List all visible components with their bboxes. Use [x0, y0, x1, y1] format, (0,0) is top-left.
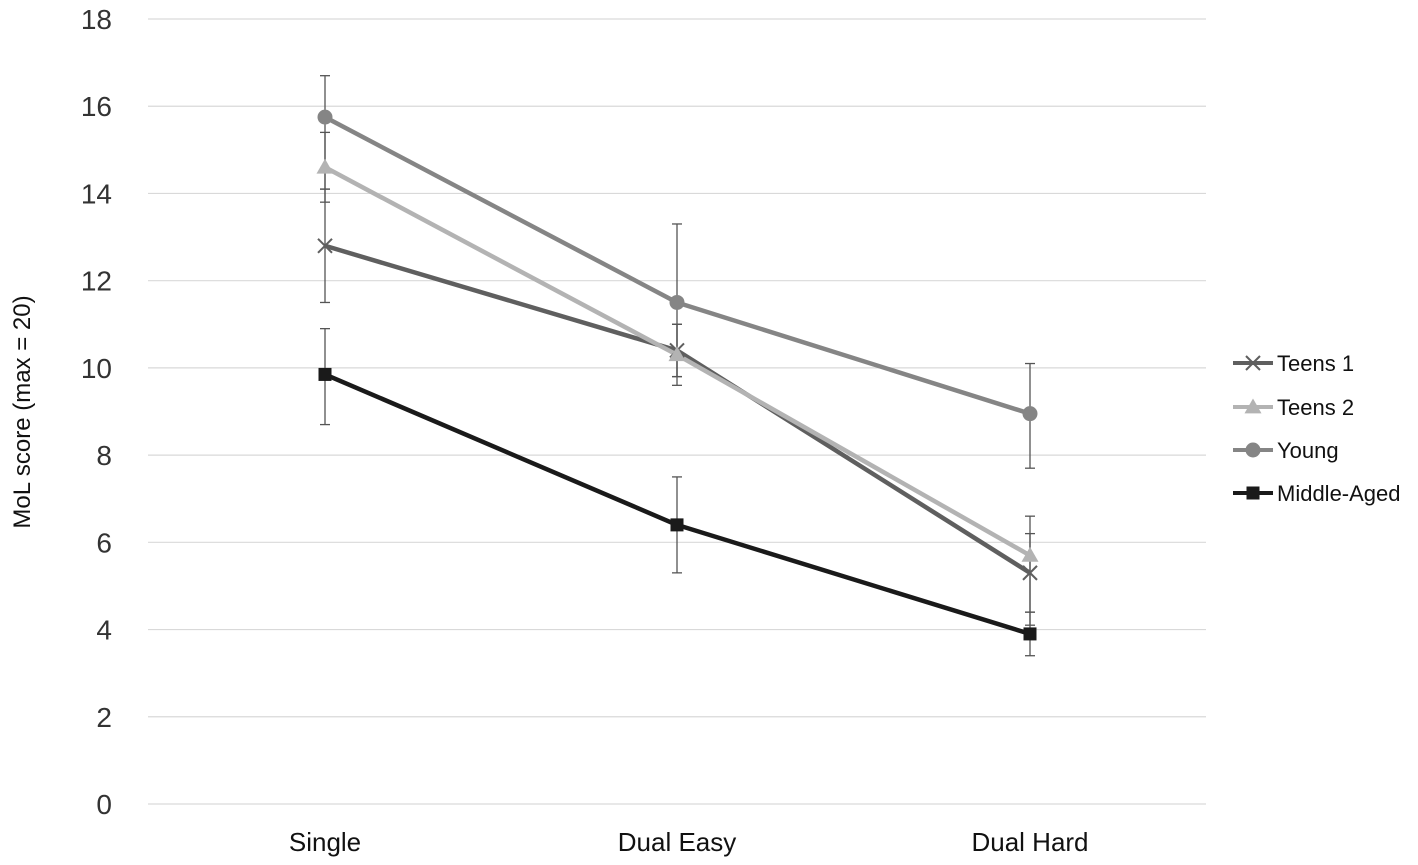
- data-point-middle-aged: [1023, 627, 1037, 641]
- data-point-teens-2: [1021, 546, 1039, 562]
- legend-item-teens-1: Teens 1: [1233, 351, 1354, 376]
- data-point-teens-2: [316, 158, 334, 174]
- data-point-middle-aged: [670, 518, 684, 532]
- y-tick-label: 0: [96, 789, 112, 820]
- y-tick-labels: 0 2 4 6 8 10 12 14 16 18: [81, 4, 112, 820]
- legend-item-middle-aged: Middle-Aged: [1233, 481, 1401, 506]
- y-tick-label: 18: [81, 4, 112, 35]
- y-axis-title: MoL score (max = 20): [9, 295, 36, 528]
- y-tick-label: 8: [96, 440, 112, 471]
- series-markers: [316, 109, 1039, 641]
- y-tick-label: 2: [96, 702, 112, 733]
- legend-item-young: Young: [1233, 438, 1339, 463]
- y-tick-label: 12: [81, 266, 112, 297]
- legend-label: Middle-Aged: [1277, 481, 1401, 506]
- x-category-label: Single: [289, 827, 361, 857]
- x-category-labels: Single Dual Easy Dual Hard: [289, 827, 1089, 857]
- gridlines: [148, 18, 1206, 805]
- data-point-teens-2: [668, 346, 686, 362]
- legend-item-teens-2: Teens 2: [1233, 395, 1354, 420]
- legend-marker: [1246, 486, 1260, 500]
- legend-marker: [1245, 355, 1261, 371]
- data-point-young: [317, 109, 333, 125]
- x-category-label: Dual Hard: [971, 827, 1088, 857]
- error-bars: [320, 75, 1035, 657]
- y-tick-label: 14: [81, 178, 112, 209]
- legend-label: Young: [1277, 438, 1339, 463]
- data-point-teens-1: [1022, 565, 1038, 581]
- y-tick-label: 16: [81, 91, 112, 122]
- y-tick-label: 4: [96, 615, 112, 646]
- data-point-young: [1022, 406, 1038, 422]
- legend-label: Teens 1: [1277, 351, 1354, 376]
- legend-label: Teens 2: [1277, 395, 1354, 420]
- data-point-teens-1: [317, 238, 333, 254]
- y-tick-label: 6: [96, 527, 112, 558]
- data-point-middle-aged: [318, 367, 332, 381]
- x-category-label: Dual Easy: [618, 827, 737, 857]
- legend-marker: [1244, 398, 1262, 414]
- legend: Teens 1 Teens 2 Young Middle-Aged: [1233, 351, 1401, 506]
- data-point-young: [669, 294, 685, 310]
- legend-marker: [1245, 442, 1261, 458]
- y-tick-label: 10: [81, 353, 112, 384]
